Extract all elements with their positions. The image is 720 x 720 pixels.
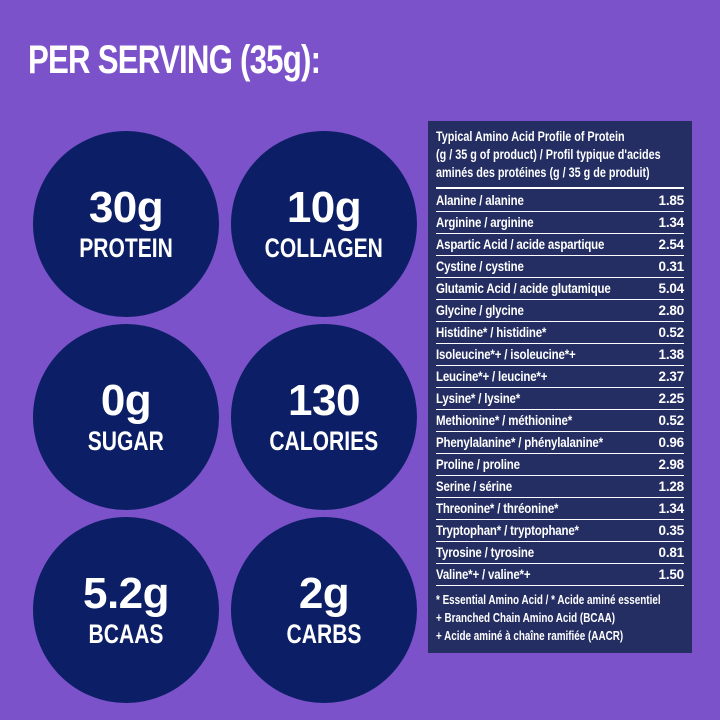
amino-name: Cystine / cystine	[436, 258, 524, 274]
table-row: Arginine / arginine 1.34	[436, 212, 684, 234]
stat-value-calories: 130	[288, 375, 360, 425]
table-title-line: (g / 35 g of product) / Profil typique d…	[436, 146, 661, 162]
table-row: Tryptophan* / tryptophane* 0.35	[436, 520, 684, 542]
table-title-line: aminés des protéines (g / 35 g de produi…	[436, 164, 650, 180]
amino-value: 1.85	[658, 192, 685, 208]
amino-name: Tryptophan* / tryptophane*	[436, 522, 579, 538]
stat-value-protein: 30g	[88, 182, 164, 232]
amino-name: Glutamic Acid / acide glutamique	[436, 280, 611, 296]
table-row: Serine / sérine 1.28	[436, 476, 684, 498]
stat-circle-carbs: 2g CARBS	[231, 517, 417, 703]
table-title-line: Typical Amino Acid Profile of Protein	[436, 129, 625, 144]
table-row: Proline / proline 2.98	[436, 454, 684, 476]
amino-value: 5.04	[658, 280, 685, 296]
amino-value: 2.37	[658, 368, 685, 384]
amino-name: Phenylalanine* / phénylalanine*	[436, 434, 603, 450]
stat-value-sugar: 0g	[100, 375, 152, 425]
footnote-aacr: + Acide aminé à chaîne ramifiée (AACR)	[436, 628, 624, 644]
amino-value: 2.54	[658, 236, 685, 252]
table-row: Tyrosine / tyrosine 0.81	[436, 542, 684, 564]
amino-name: Histidine* / histidine*	[436, 324, 547, 340]
table-row: Aspartic Acid / acide aspartique 2.54	[436, 234, 684, 256]
amino-value: 2.98	[658, 456, 685, 472]
table-row: Glutamic Acid / acide glutamique 5.04	[436, 278, 684, 300]
amino-value: 0.81	[658, 544, 685, 560]
amino-value: 0.96	[658, 434, 685, 450]
table-row: Leucine*+ / leucine*+ 2.37	[436, 366, 684, 388]
table-row: Histidine* / histidine* 0.52	[436, 322, 684, 344]
amino-name: Tyrosine / tyrosine	[436, 544, 534, 560]
stat-label-sugar: SUGAR	[87, 425, 165, 456]
footnote-essential: * Essential Amino Acid / * Acide aminé e…	[436, 591, 661, 607]
stat-label-carbs: CARBS	[286, 618, 362, 649]
table-row: Phenylalanine* / phénylalanine* 0.96	[436, 432, 684, 454]
amino-value: 1.28	[658, 478, 685, 494]
amino-value: 1.38	[658, 346, 685, 362]
amino-acid-profile-table: Typical Amino Acid Profile of Protein (g…	[428, 121, 692, 654]
table-row: Valine*+ / valine*+ 1.50	[436, 564, 684, 586]
amino-name: Leucine*+ / leucine*+	[436, 368, 548, 384]
amino-name: Aspartic Acid / acide aspartique	[436, 236, 605, 252]
table-row: Isoleucine*+ / isoleucine*+ 1.38	[436, 344, 684, 366]
footnote-bcaa: + Branched Chain Amino Acid (BCAA)	[436, 610, 616, 626]
amino-value: 1.34	[658, 214, 685, 230]
page-title: PER SERVING (35g):	[28, 38, 321, 82]
stat-circle-sugar: 0g SUGAR	[33, 324, 219, 510]
amino-value: 0.35	[658, 522, 685, 538]
amino-name: Glycine / glycine	[436, 302, 524, 318]
table-row: Glycine / glycine 2.80	[436, 300, 684, 322]
amino-name: Serine / sérine	[436, 478, 512, 494]
stat-label-protein: PROTEIN	[79, 232, 173, 263]
amino-value: 2.25	[658, 390, 685, 406]
amino-value: 0.52	[658, 412, 685, 428]
stat-circle-bcaas: 5.2g BCAAS	[33, 517, 219, 703]
amino-name: Methionine* / méthionine*	[436, 412, 573, 428]
amino-name: Lysine* / lysine*	[436, 390, 521, 406]
amino-name: Arginine / arginine	[436, 214, 534, 230]
amino-value: 1.50	[658, 566, 685, 582]
stat-circle-calories: 130 CALORIES	[231, 324, 417, 510]
amino-value: 0.31	[658, 258, 685, 274]
amino-name: Threonine* / thréonine*	[436, 500, 559, 516]
stat-label-bcaas: BCAAS	[88, 618, 164, 649]
amino-name: Valine*+ / valine*+	[436, 566, 531, 582]
table-row: Cystine / cystine 0.31	[436, 256, 684, 278]
table-title: Typical Amino Acid Profile of Protein (g…	[436, 128, 684, 189]
table-row: Methionine* / méthionine* 0.52	[436, 410, 684, 432]
stat-circle-protein: 30g PROTEIN	[33, 131, 219, 317]
amino-name: Isoleucine*+ / isoleucine*+	[436, 346, 576, 362]
stat-value-collagen: 10g	[286, 182, 362, 232]
amino-name: Alanine / alanine	[436, 192, 524, 208]
amino-value: 2.80	[658, 302, 685, 318]
stat-label-collagen: COLLAGEN	[264, 232, 384, 263]
stat-label-calories: CALORIES	[269, 425, 379, 456]
stat-value-carbs: 2g	[298, 568, 350, 618]
amino-value: 1.34	[658, 500, 685, 516]
table-row: Threonine* / thréonine* 1.34	[436, 498, 684, 520]
table-row: Alanine / alanine 1.85	[436, 190, 684, 212]
amino-name: Proline / proline	[436, 456, 520, 472]
amino-value: 0.52	[658, 324, 685, 340]
table-row: Lysine* / lysine* 2.25	[436, 388, 684, 410]
table-footnotes: * Essential Amino Acid / * Acide aminé e…	[436, 586, 684, 646]
stat-circle-collagen: 10g COLLAGEN	[231, 131, 417, 317]
stat-value-bcaas: 5.2g	[82, 568, 170, 618]
